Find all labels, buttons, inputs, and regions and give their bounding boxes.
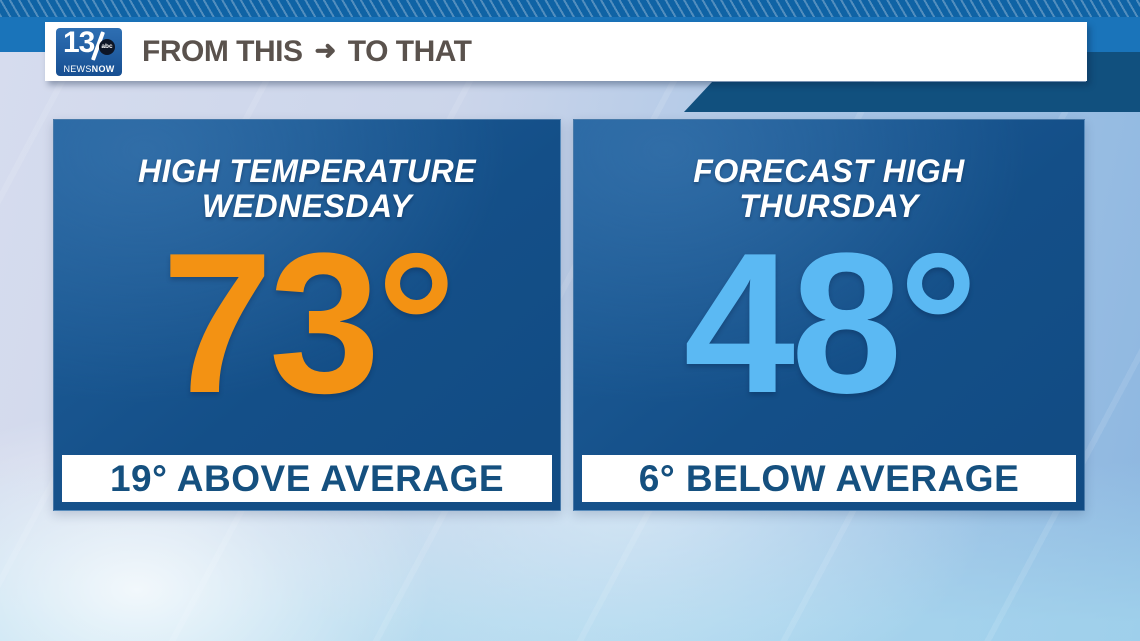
logo-now-text: NOW bbox=[91, 63, 115, 74]
thursday-average-banner: 6° BELOW AVERAGE bbox=[582, 455, 1076, 502]
header-bar: 13 abc NEWSNOW FROM THIS ➜ TO THAT bbox=[45, 22, 1087, 81]
thursday-temperature-value: 48° bbox=[683, 212, 978, 436]
wednesday-average-banner: 19° ABOVE AVERAGE bbox=[62, 455, 552, 502]
panel-wednesday-title-line2: WEDNESDAY bbox=[201, 187, 413, 224]
panel-thursday-title: FORECAST HIGH THURSDAY bbox=[574, 120, 1084, 223]
station-logo: 13 abc NEWSNOW bbox=[56, 25, 122, 76]
panel-wednesday-title: HIGH TEMPERATURE WEDNESDAY bbox=[54, 120, 560, 223]
panel-thursday-title-line2: THURSDAY bbox=[739, 187, 919, 224]
right-arrow-icon: ➜ bbox=[314, 35, 337, 65]
headline: FROM THIS ➜ TO THAT bbox=[142, 35, 472, 69]
abc-network-icon: abc bbox=[99, 38, 115, 55]
headline-to-text: TO THAT bbox=[347, 34, 472, 68]
panel-thursday: FORECAST HIGH THURSDAY 48° 6° BELOW AVER… bbox=[573, 119, 1085, 511]
top-hatched-stripe-bar bbox=[0, 0, 1140, 17]
wednesday-temperature-value: 73° bbox=[161, 212, 456, 436]
headline-from-text: FROM THIS bbox=[142, 34, 303, 68]
logo-newsnow: NEWSNOW bbox=[56, 64, 122, 74]
panel-thursday-title-line1: FORECAST HIGH bbox=[693, 153, 965, 189]
logo-number: 13 bbox=[63, 25, 95, 59]
panel-wednesday-title-line1: HIGH TEMPERATURE bbox=[137, 153, 477, 189]
panel-wednesday: HIGH TEMPERATURE WEDNESDAY 73° 19° ABOVE… bbox=[53, 119, 561, 511]
logo-news-text: NEWS bbox=[63, 63, 92, 74]
